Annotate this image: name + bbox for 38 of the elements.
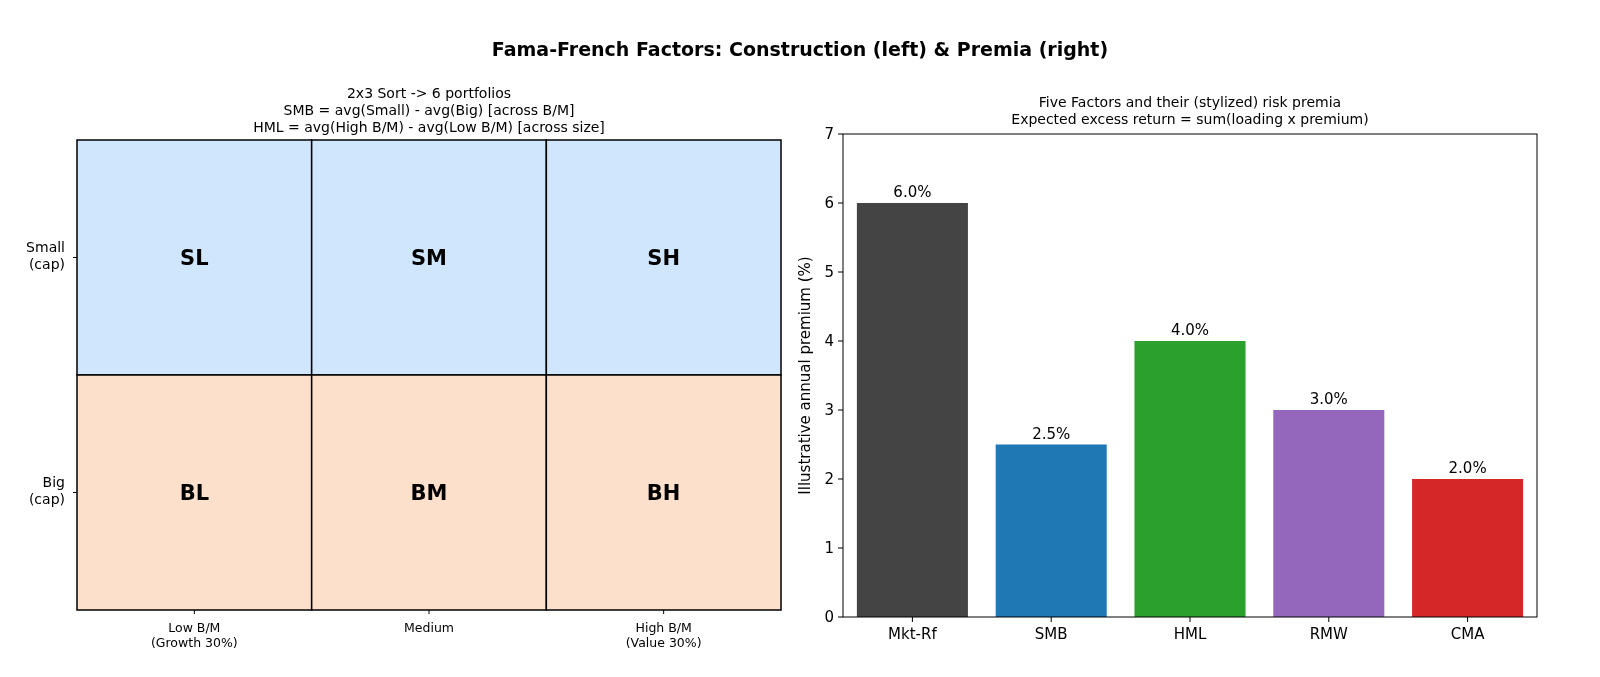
data-label: 3.0%: [1309, 390, 1348, 408]
y-axis-title: Illustrative annual premium (%): [796, 256, 814, 495]
y-tick-label: 4: [824, 332, 834, 350]
chart-title: Five Factors and their (stylized) risk premia Expected excess return = sum(loading x premium): [1011, 94, 1369, 127]
y-tick-label: 7: [824, 125, 834, 143]
text: SL: [180, 245, 209, 270]
bar: [856, 203, 968, 617]
x-tick-label: Mkt-Rf: [888, 625, 938, 643]
text: SM: [410, 245, 448, 270]
data-label: 4.0%: [1170, 321, 1210, 339]
text: Fama-French Factors: Construction (left) & Premia (right): [491, 38, 1109, 60]
text: BH: [646, 480, 681, 505]
bar: [1273, 410, 1385, 617]
text: BL: [179, 480, 210, 505]
data-label: 2.5%: [1032, 424, 1071, 443]
text: SH: [647, 245, 681, 270]
x-tick-label: CMA: [1450, 625, 1486, 643]
category-label: Big (cap): [28, 474, 65, 507]
bar: [1134, 341, 1246, 617]
x-tick-label: RMW: [1309, 625, 1349, 643]
category-label: High B/M (Value 30%): [625, 620, 702, 650]
bar: [995, 444, 1107, 617]
category-label: Low B/M (Growth 30%): [150, 620, 238, 650]
data-label: 6.0%: [893, 183, 932, 201]
text: BM: [410, 480, 448, 505]
y-tick-label: 5: [824, 263, 834, 281]
y-tick-label: 6: [824, 194, 834, 212]
y-tick-label: 1: [824, 539, 834, 557]
data-label: 2.0%: [1448, 459, 1487, 477]
y-tick-label: 0: [824, 608, 834, 626]
y-tick-label: 2: [824, 470, 834, 488]
y-tick-label: 3: [824, 401, 834, 419]
category-label: Small (cap): [26, 239, 65, 272]
bar: [1412, 479, 1524, 617]
x-tick-label: SMB: [1034, 625, 1068, 643]
text: 2x3 Sort -> 6 portfolios SMB = avg(Small) - avg(Big) [across B/M] HML = avg(High B/M) - avg(Low B/M) [across size]: [253, 85, 605, 135]
x-tick-label: HML: [1173, 625, 1207, 643]
category-label: Medium: [404, 620, 454, 635]
